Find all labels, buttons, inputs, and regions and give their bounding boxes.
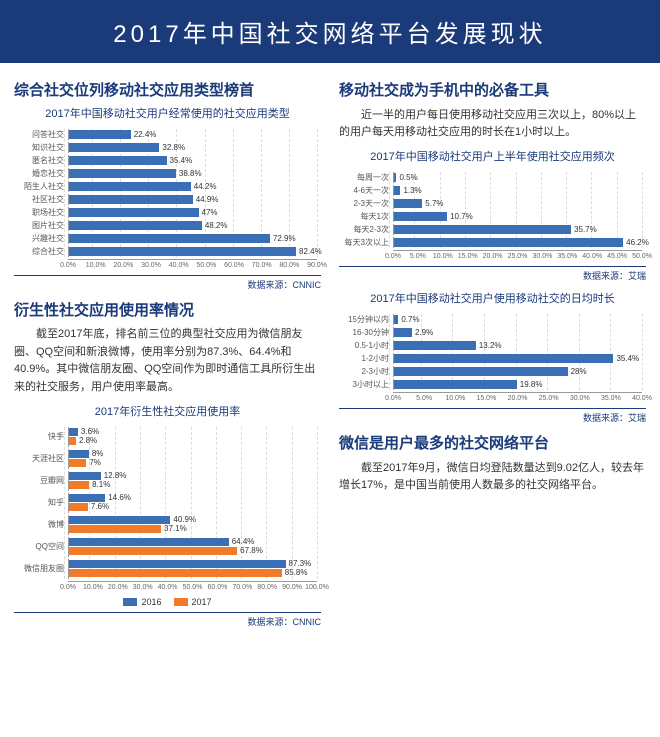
right-chart1-title: 2017年中国移动社交用户上半年使用社交应用频次 — [339, 150, 646, 164]
columns: 综合社交位列移动社交应用类型榜首 2017年中国移动社交用户经常使用的社交应用类… — [0, 73, 660, 652]
bar-row: 陌生人社交44.2% — [18, 181, 317, 192]
legend-item: 2016 — [123, 597, 161, 607]
bar-row: 知乎14.6%7.6% — [18, 493, 317, 513]
bar-row: 3小时以上19.8% — [343, 379, 642, 390]
bar-row: 每周一次0.5% — [343, 172, 642, 183]
left-chart2-title: 2017年衍生性社交应用使用率 — [14, 405, 321, 419]
bar-row: 每天3次以上46.2% — [343, 237, 642, 248]
left-chart1: 问答社交22.4% 知识社交32.8% 匿名社交35.4% 婚恋社交38.8% 陌生人社… — [14, 125, 321, 271]
legend-item: 2017 — [174, 597, 212, 607]
right-section1-body: 近一半的用户每日使用移动社交应用三次以上，80%以上的用户每天用移动社交应用的时… — [339, 107, 646, 142]
right-section3-title: 微信是用户最多的社交网络平台 — [339, 434, 646, 454]
right-chart2: 15分钟以内0.7% 16-30分钟2.9% 0.5-1小时13.2% 1-2小时35… — [339, 310, 646, 404]
right-column: 移动社交成为手机中的必备工具 近一半的用户每日使用移动社交应用三次以上，80%以… — [339, 73, 646, 638]
page-banner: 2017年中国社交网络平台发展现状 — [0, 0, 660, 63]
bar-row: 婚恋社交38.8% — [18, 168, 317, 179]
left-column: 综合社交位列移动社交应用类型榜首 2017年中国移动社交用户经常使用的社交应用类… — [14, 73, 321, 638]
left-chart2-source: 数据来源：CNNIC — [14, 612, 321, 628]
bar-row: 知识社交32.8% — [18, 142, 317, 153]
bar-row: 天涯社区8%7% — [18, 449, 317, 469]
left-section2-title: 衍生性社交应用使用率情况 — [14, 301, 321, 321]
right-section1-title: 移动社交成为手机中的必备工具 — [339, 81, 646, 101]
left-section2-body: 截至2017年底，排名前三位的典型社交应用为微信朋友圈、QQ空间和新浪微博，使用… — [14, 326, 321, 396]
bar-row: 兴趣社交72.9% — [18, 233, 317, 244]
bar-row: 1-2小时35.4% — [343, 353, 642, 364]
right-section3-body: 截至2017年9月，微信日均登陆数量达到9.02亿人，较去年增长17%，是中国当… — [339, 460, 646, 495]
left-section1-title: 综合社交位列移动社交应用类型榜首 — [14, 81, 321, 101]
bar-row: 16-30分钟2.9% — [343, 327, 642, 338]
bar-row: 每天1次10.7% — [343, 211, 642, 222]
right-chart2-source: 数据来源：艾瑞 — [339, 408, 646, 424]
bar-row: 2-3天一次5.7% — [343, 198, 642, 209]
bar-row: 每天2-3次35.7% — [343, 224, 642, 235]
bar-row: 0.5-1小时13.2% — [343, 340, 642, 351]
right-chart1-source: 数据来源：艾瑞 — [339, 266, 646, 282]
left-chart1-source: 数据来源：CNNIC — [14, 275, 321, 291]
bar-row: 图片社交48.2% — [18, 220, 317, 231]
right-chart2-title: 2017年中国移动社交用户使用移动社交的日均时长 — [339, 292, 646, 306]
bar-row: 4-6天一次1.3% — [343, 185, 642, 196]
bar-row: 匿名社交35.4% — [18, 155, 317, 166]
bar-row: 15分钟以内0.7% — [343, 314, 642, 325]
bar-row: 微博40.9%37.1% — [18, 515, 317, 535]
left-chart2-legend: 2016 2017 — [14, 597, 321, 608]
bar-row: 综合社交82.4% — [18, 246, 317, 257]
bar-row: QQ空间64.4%67.8% — [18, 537, 317, 557]
bar-row: 豆瓣网12.8%8.1% — [18, 471, 317, 491]
bar-row: 社区社交44.9% — [18, 194, 317, 205]
bar-row: 问答社交22.4% — [18, 129, 317, 140]
bar-row: 微信朋友圈87.3%85.8% — [18, 559, 317, 579]
left-chart2: 快手3.6%2.8%天涯社区8%7%豆瓣网12.8%8.1%知乎14.6%7.6… — [14, 423, 321, 593]
bar-row: 2-3小时28% — [343, 366, 642, 377]
right-chart1: 每周一次0.5% 4-6天一次1.3% 2-3天一次5.7% 每天1次10.7% 每天2… — [339, 168, 646, 262]
bar-row: 职场社交47% — [18, 207, 317, 218]
bar-row: 快手3.6%2.8% — [18, 427, 317, 447]
left-chart1-title: 2017年中国移动社交用户经常使用的社交应用类型 — [14, 107, 321, 121]
